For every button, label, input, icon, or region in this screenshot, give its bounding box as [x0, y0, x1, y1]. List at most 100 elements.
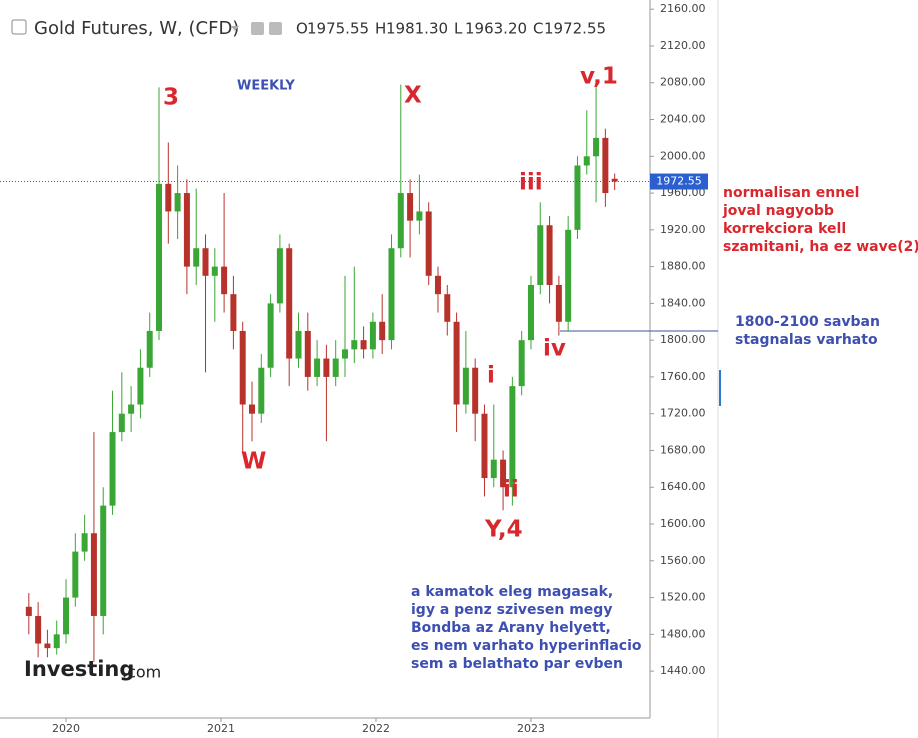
candle-body — [527, 284, 534, 341]
candle-body — [211, 266, 218, 276]
y-tick-label: 1720.00 — [660, 407, 706, 420]
candle-body — [72, 551, 79, 598]
y-tick-label: 1800.00 — [660, 333, 706, 346]
y-tick-label: 1600.00 — [660, 517, 706, 530]
logo: Investing — [24, 657, 134, 681]
candle-body — [44, 643, 51, 649]
ohlc-value: 1981.30 — [386, 20, 448, 38]
y-tick-label: 1520.00 — [660, 591, 706, 604]
candle-body — [118, 413, 125, 433]
candle-body — [137, 367, 144, 405]
note-bottom: a kamatok eleg magasak, — [411, 584, 613, 600]
candle-body — [500, 459, 507, 488]
candle-body — [602, 137, 609, 194]
candle-body — [425, 211, 432, 276]
candle-body — [183, 193, 190, 267]
y-tick-label: 1640.00 — [660, 480, 706, 493]
candle-body — [35, 615, 42, 644]
x-tick-label: 2021 — [207, 722, 235, 735]
candle-body — [221, 266, 228, 295]
candle-body — [611, 178, 618, 182]
candle-body — [546, 225, 553, 285]
y-tick-label: 1480.00 — [660, 627, 706, 640]
ohlc-label: L — [454, 20, 463, 38]
candle-body — [472, 367, 479, 414]
dropdown-icon[interactable] — [231, 26, 239, 31]
candle-body — [146, 330, 153, 368]
candle-body — [230, 294, 237, 331]
candle-body — [481, 413, 488, 479]
candle-body — [25, 606, 32, 616]
y-tick-label: 2040.00 — [660, 113, 706, 126]
ohlc-value: 1972.55 — [544, 20, 606, 38]
candle-body — [202, 248, 209, 276]
y-tick-label: 1560.00 — [660, 554, 706, 567]
candle-body — [341, 349, 348, 359]
candle-body — [369, 321, 376, 350]
candle-body — [258, 367, 265, 414]
candle-body — [81, 533, 88, 552]
candle-body — [63, 597, 70, 635]
candle-body — [518, 340, 525, 387]
candle-body — [360, 340, 367, 350]
candle-body — [276, 248, 283, 304]
wave-label: Y,4 — [484, 517, 523, 543]
ohlc-value: 1963.20 — [465, 20, 527, 38]
chart-title: Gold Futures, W, (CFD) — [34, 18, 239, 39]
wave-label: X — [404, 83, 422, 109]
candle-body — [509, 386, 516, 488]
candle-body — [434, 275, 441, 295]
candle-body — [388, 248, 395, 341]
y-tick-label: 2160.00 — [660, 2, 706, 15]
note-bottom: Bondba az Arany helyett, — [411, 620, 611, 636]
x-tick-label: 2023 — [517, 722, 545, 735]
y-tick-label: 1680.00 — [660, 443, 706, 456]
candle-body — [323, 358, 330, 377]
y-tick-label: 2120.00 — [660, 39, 706, 52]
ohlc-label: H — [375, 20, 386, 38]
candle-body — [304, 330, 311, 377]
candle-body — [593, 137, 600, 157]
candle-body — [565, 229, 572, 322]
x-tick-label: 2022 — [362, 722, 390, 735]
wave-label: v,1 — [580, 64, 618, 90]
ohlc-value: 1975.55 — [307, 20, 369, 38]
candle-body — [407, 193, 414, 221]
candle-body — [109, 432, 116, 506]
last-price-label: 1972.55 — [656, 175, 702, 188]
last-price-tag — [650, 173, 708, 190]
candle-body — [165, 183, 172, 212]
candle-body — [53, 634, 60, 649]
collapse-icon[interactable] — [11, 19, 27, 35]
note-red: szamitani, ha ez wave(2) — [723, 239, 918, 255]
candle-body — [397, 193, 404, 249]
y-tick-label: 2000.00 — [660, 149, 706, 162]
y-tick-label: 1760.00 — [660, 370, 706, 383]
candle-body — [379, 321, 386, 341]
settings-icon[interactable] — [269, 22, 282, 35]
candle-body — [490, 459, 497, 479]
note-range: 1800-2100 savban — [735, 314, 880, 330]
y-tick-label: 2080.00 — [660, 76, 706, 89]
eye-icon[interactable] — [251, 22, 264, 35]
timeframe-label: WEEKLY — [237, 79, 295, 94]
candle-body — [239, 330, 246, 405]
candle-body — [128, 404, 135, 414]
note-bottom: igy a penz szivesen megy — [411, 602, 612, 618]
candle-body — [416, 211, 423, 221]
plot-bg — [0, 0, 718, 738]
wave-label: W — [241, 449, 266, 475]
y-tick-label: 1840.00 — [660, 296, 706, 309]
candle-body — [174, 193, 181, 212]
candle-body — [453, 321, 460, 405]
wave-label: ii — [503, 477, 519, 503]
candle-body — [249, 404, 256, 414]
note-red: normalisan ennel — [723, 185, 859, 201]
candle-body — [537, 225, 544, 285]
candle-body — [267, 303, 274, 368]
x-tick-label: 2020 — [52, 722, 80, 735]
candle-body — [351, 340, 358, 350]
wave-label: iv — [543, 336, 566, 362]
